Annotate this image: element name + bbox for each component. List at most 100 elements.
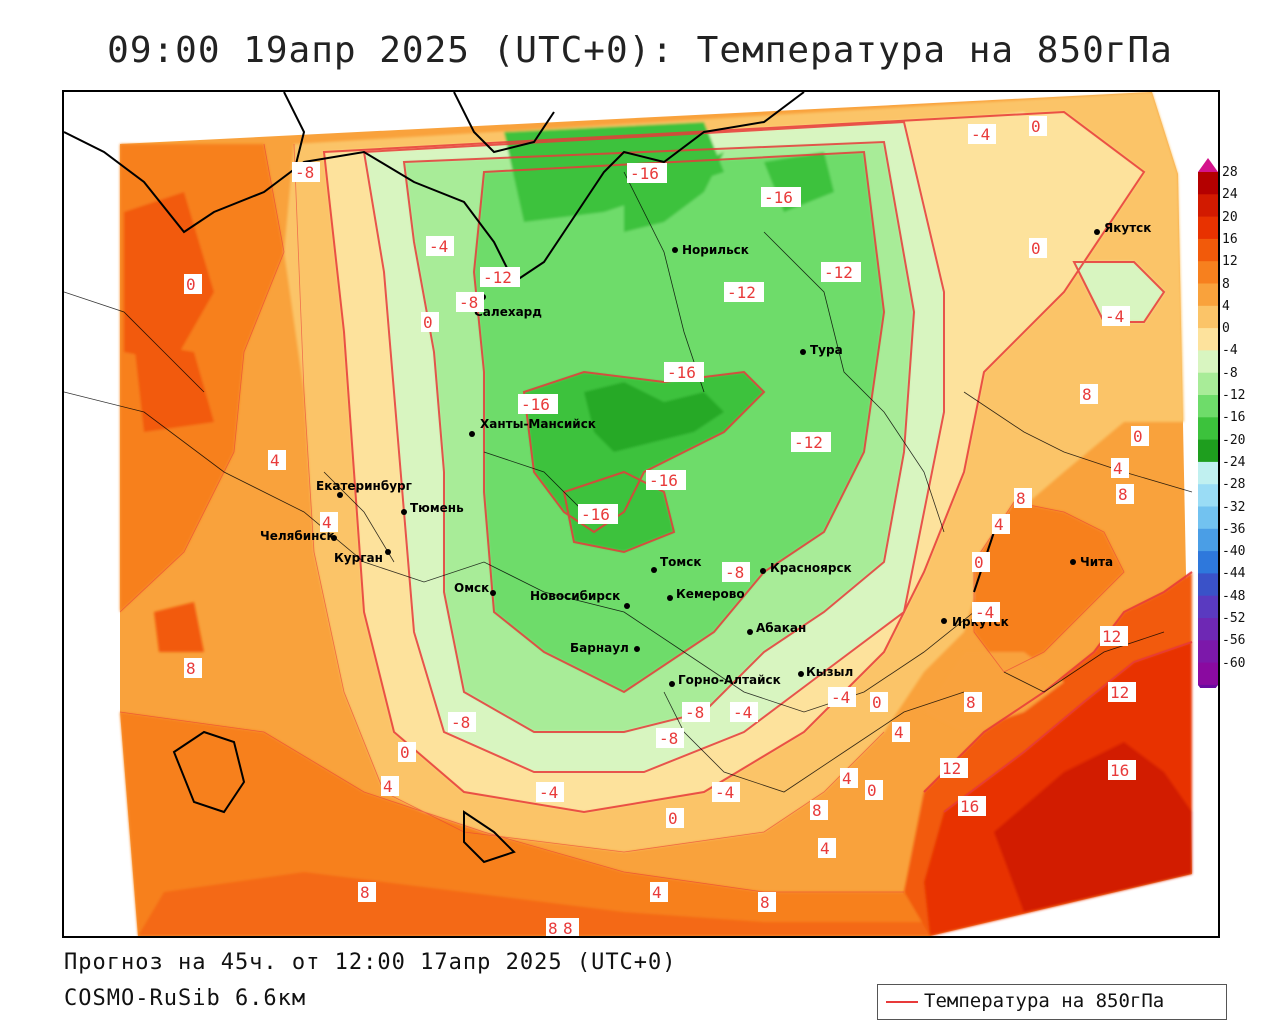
contour-label: 4	[992, 514, 1010, 534]
svg-text:4: 4	[894, 723, 904, 742]
colorbar-swatch	[1198, 528, 1218, 552]
contour-label: -16	[578, 504, 618, 524]
map-canvas: Норильск Салехард Тура Якутск Ханты-Манс…	[64, 92, 1218, 936]
svg-text:0: 0	[1031, 239, 1041, 258]
city-label: Барнаул	[570, 641, 629, 655]
city-kemerovo[interactable]: Кемерово	[667, 587, 745, 601]
svg-text:4: 4	[652, 883, 662, 902]
contour-label: -4	[968, 124, 996, 144]
svg-text:-16: -16	[581, 505, 610, 524]
colorbar-tick-label: -28	[1222, 477, 1246, 493]
city-label: Кемерово	[676, 587, 745, 601]
colorbar-swatch	[1198, 640, 1218, 664]
city-khanty-mansiysk[interactable]: Ханты-Мансийск	[469, 417, 596, 437]
contour-label: -16	[627, 163, 667, 183]
svg-text:-16: -16	[764, 188, 793, 207]
contour-label: 8	[184, 658, 202, 678]
city-barnaul[interactable]: Барнаул	[570, 641, 640, 655]
svg-text:-8: -8	[685, 703, 704, 722]
svg-text:-12: -12	[483, 268, 512, 287]
city-label: Тура	[810, 343, 843, 357]
contour-label: 0	[972, 552, 990, 572]
contour-label: 8	[358, 882, 376, 902]
contour-label: 0	[870, 692, 888, 712]
contour-label: -16	[761, 187, 801, 207]
colorbar-swatch	[1198, 662, 1218, 686]
colorbar	[1198, 158, 1218, 688]
svg-text:-4: -4	[429, 237, 448, 256]
city-label: Кызыл	[806, 665, 853, 679]
svg-text:-12: -12	[727, 283, 756, 302]
svg-text:-8: -8	[459, 293, 478, 312]
contour-label: -8	[682, 702, 710, 722]
contour-label: 8	[1080, 384, 1098, 404]
city-tyumen[interactable]: Тюмень	[401, 501, 464, 515]
svg-text:-4: -4	[539, 783, 558, 802]
svg-text:-8: -8	[451, 713, 470, 732]
colorbar-swatch	[1198, 484, 1218, 507]
colorbar-bottom-arrow	[1198, 684, 1218, 688]
contour-label: -8	[292, 162, 320, 182]
city-norilsk[interactable]: Норильск	[672, 243, 749, 257]
city-tura[interactable]: Тура	[800, 343, 843, 357]
city-label: Омск	[454, 581, 489, 595]
contour-label: -12	[480, 267, 520, 287]
city-yakutsk[interactable]: Якутск	[1094, 221, 1151, 235]
svg-text:-8: -8	[725, 563, 744, 582]
city-label: Ханты-Мансийск	[480, 417, 596, 431]
city-label: Челябинск	[260, 529, 335, 543]
colorbar-swatch	[1198, 194, 1218, 218]
city-kyzyl[interactable]: Кызыл	[798, 665, 853, 679]
svg-text:0: 0	[1133, 427, 1143, 446]
colorbar-tick-label: -56	[1222, 633, 1246, 649]
colorbar-tick-label: -48	[1222, 588, 1246, 604]
city-chelyabinsk[interactable]: Челябинск	[260, 529, 337, 543]
city-tomsk[interactable]: Томск	[651, 555, 702, 573]
temperature-map[interactable]: Норильск Салехард Тура Якутск Ханты-Манс…	[62, 90, 1220, 938]
contour-label: 8	[546, 918, 564, 936]
contour-label: 16	[958, 796, 986, 816]
contour-label: -12	[791, 432, 831, 452]
city-label: Курган	[334, 551, 383, 565]
city-krasnoyarsk[interactable]: Красноярск	[760, 561, 852, 575]
colorbar-swatch	[1198, 328, 1218, 351]
cities: Норильск Салехард Тура Якутск Ханты-Манс…	[260, 221, 1151, 687]
contour-label: 4	[650, 882, 668, 902]
contour-label: 0	[1029, 116, 1047, 136]
contour-label: -4	[730, 702, 758, 722]
city-gorno-altaysk[interactable]: Горно-Алтайск	[669, 673, 781, 687]
forecast-info: Прогноз на 45ч. от 12:00 17апр 2025 (UTC…	[64, 950, 677, 975]
colorbar-swatch	[1198, 461, 1218, 485]
colorbar-swatch	[1198, 350, 1218, 374]
contour-label: -4	[536, 782, 564, 802]
city-chita[interactable]: Чита	[1070, 555, 1113, 569]
colorbar-swatch	[1198, 595, 1218, 619]
model-name: COSMO-RuSib 6.6км	[64, 986, 307, 1011]
colorbar-tick-label: -8	[1222, 365, 1238, 381]
city-label: Чита	[1080, 555, 1113, 569]
contour-label: 8	[810, 800, 828, 820]
colorbar-swatch	[1198, 305, 1218, 329]
city-ekaterinburg[interactable]: Екатеринбург	[316, 479, 412, 498]
colorbar-swatch	[1198, 551, 1218, 574]
contour-label: -16	[518, 394, 558, 414]
colorbar-swatch	[1198, 395, 1218, 418]
svg-text:4: 4	[842, 769, 852, 788]
city-novosibirsk[interactable]: Новосибирск	[530, 589, 630, 609]
colorbar-tick-label: 20	[1222, 209, 1238, 225]
contour-label: 4	[840, 768, 858, 788]
svg-text:16: 16	[1110, 761, 1129, 780]
contour-label: 0	[1131, 426, 1149, 446]
contour-label: 0	[666, 808, 684, 828]
city-label: Горно-Алтайск	[678, 673, 781, 687]
city-abakan[interactable]: Абакан	[747, 621, 806, 635]
contour-label: 0	[1029, 238, 1047, 258]
city-label: Тюмень	[410, 501, 464, 515]
city-kurgan[interactable]: Курган	[334, 549, 391, 565]
colorbar-swatch	[1198, 238, 1218, 262]
svg-text:-12: -12	[794, 433, 823, 452]
svg-text:-12: -12	[824, 263, 853, 282]
city-omsk[interactable]: Омск	[454, 581, 496, 596]
svg-text:4: 4	[322, 513, 332, 532]
svg-text:4: 4	[1113, 459, 1123, 478]
